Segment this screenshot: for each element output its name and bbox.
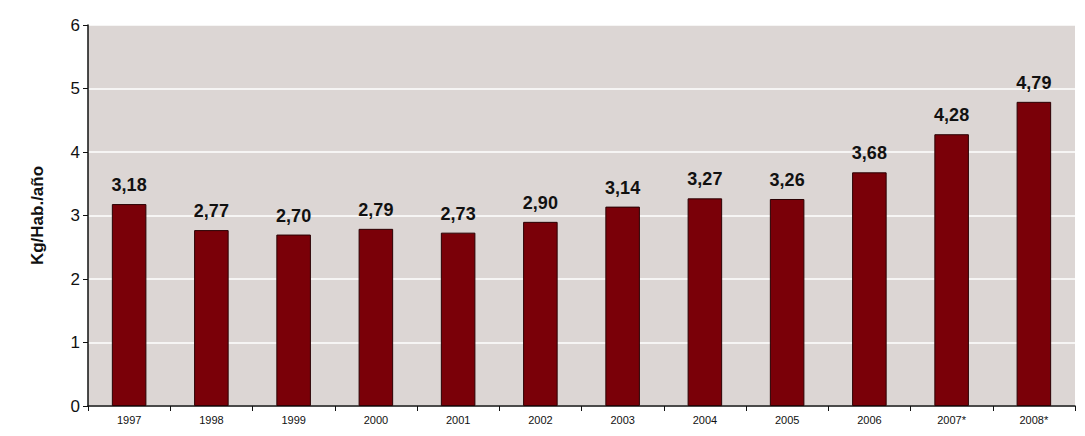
svg-text:2003: 2003 xyxy=(610,414,634,426)
svg-text:2000: 2000 xyxy=(364,414,388,426)
svg-text:4,28: 4,28 xyxy=(934,105,969,125)
svg-text:2,90: 2,90 xyxy=(523,193,558,213)
svg-text:3,14: 3,14 xyxy=(605,178,640,198)
svg-text:Kg/Hab./año: Kg/Hab./año xyxy=(28,166,47,265)
svg-text:3: 3 xyxy=(71,206,80,225)
svg-text:1: 1 xyxy=(71,333,80,352)
svg-text:4: 4 xyxy=(71,143,80,162)
svg-text:2008*: 2008* xyxy=(1019,414,1048,426)
svg-text:1997: 1997 xyxy=(117,414,141,426)
svg-text:1999: 1999 xyxy=(281,414,305,426)
svg-text:5: 5 xyxy=(71,79,80,98)
svg-text:2006: 2006 xyxy=(857,414,881,426)
svg-text:2,77: 2,77 xyxy=(194,201,229,221)
svg-text:1998: 1998 xyxy=(199,414,223,426)
svg-text:2,73: 2,73 xyxy=(441,204,476,224)
svg-text:3,68: 3,68 xyxy=(852,143,887,163)
svg-text:2002: 2002 xyxy=(528,414,552,426)
svg-text:4,79: 4,79 xyxy=(1016,73,1051,93)
svg-text:3,18: 3,18 xyxy=(112,175,147,195)
svg-text:2: 2 xyxy=(71,270,80,289)
svg-text:2,70: 2,70 xyxy=(276,206,311,226)
svg-text:2005: 2005 xyxy=(775,414,799,426)
svg-text:0: 0 xyxy=(71,397,80,416)
svg-text:2004: 2004 xyxy=(693,414,717,426)
svg-text:2,79: 2,79 xyxy=(358,200,393,220)
svg-text:2007*: 2007* xyxy=(937,414,966,426)
svg-text:3,26: 3,26 xyxy=(770,170,805,190)
svg-text:3,27: 3,27 xyxy=(687,169,722,189)
svg-text:6: 6 xyxy=(71,16,80,35)
svg-text:2001: 2001 xyxy=(446,414,470,426)
